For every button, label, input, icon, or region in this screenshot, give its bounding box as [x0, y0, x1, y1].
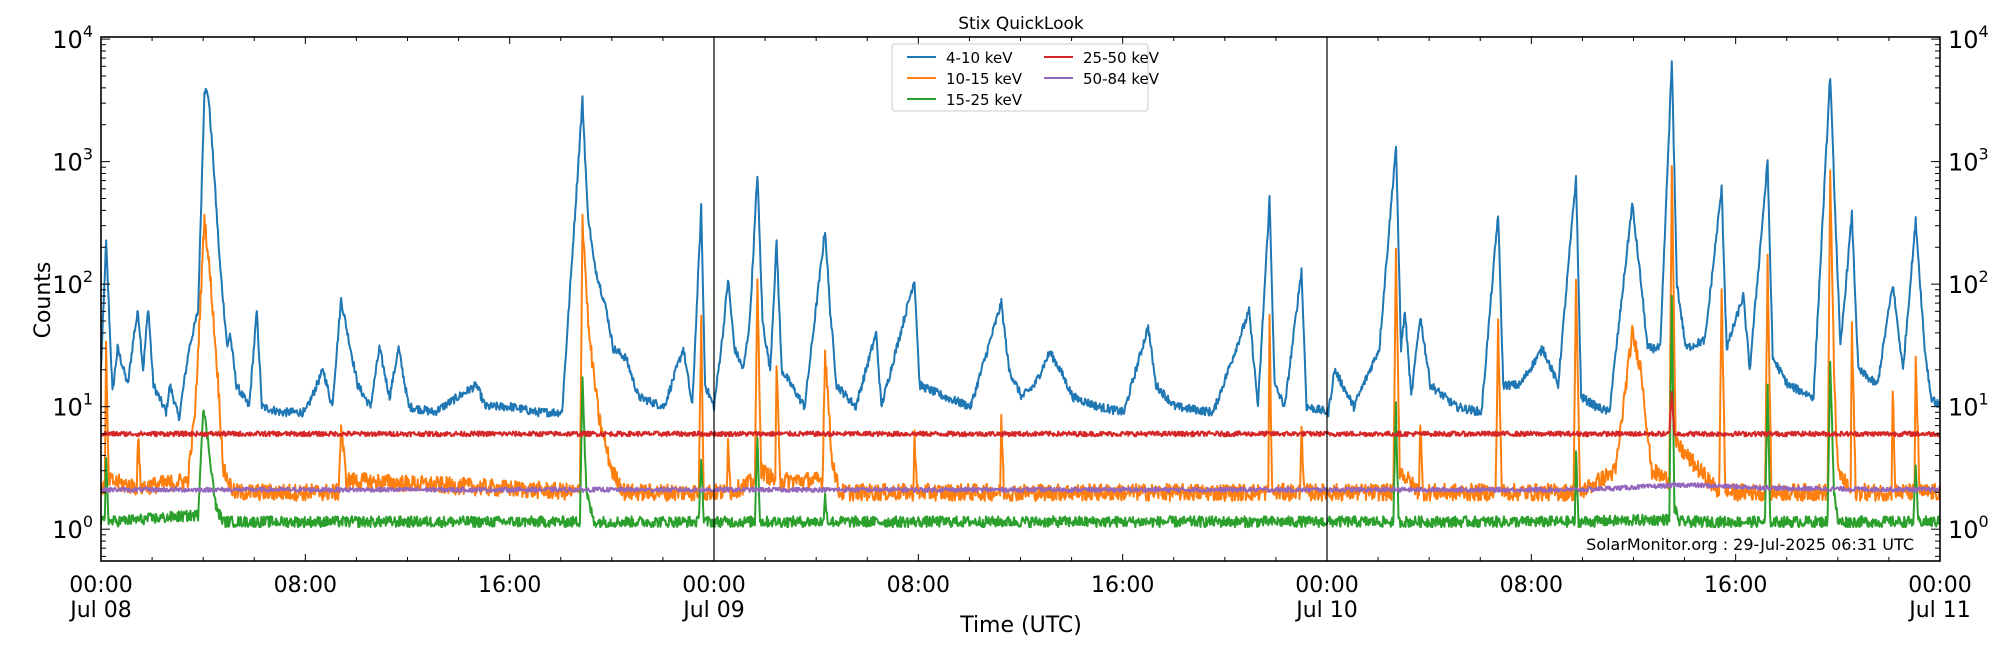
series-line-25-50-keV	[101, 390, 1940, 438]
legend-label: 50-84 keV	[1083, 70, 1160, 88]
y-tick-label: 101	[52, 390, 93, 422]
y-tick-label: 104	[52, 22, 93, 54]
y-tick-label-right: 101	[1948, 390, 1989, 422]
x-tick-label: 08:00	[1500, 573, 1563, 598]
x-tick-date-label: Jul 11	[1907, 598, 1971, 623]
chart-title: Stix QuickLook	[958, 14, 1084, 34]
x-tick-date-label: Jul 09	[681, 598, 745, 623]
x-tick-label: 00:00	[682, 573, 745, 598]
x-tick-date-label: Jul 08	[68, 598, 132, 623]
series-layer	[101, 60, 1940, 529]
legend-item: 50-84 keV	[1044, 70, 1160, 88]
legend-label: 25-50 keV	[1083, 49, 1160, 67]
y-tick-label-right: 104	[1948, 22, 1989, 54]
y-tick-label: 100	[52, 512, 93, 544]
x-tick-label: 00:00	[1295, 573, 1358, 598]
x-tick-label: 16:00	[1091, 573, 1154, 598]
y-tick-label-right: 102	[1948, 267, 1989, 299]
x-tick-label: 08:00	[887, 573, 950, 598]
series-line-50-84-keV	[101, 482, 1940, 493]
x-tick-label: 16:00	[1704, 573, 1767, 598]
series-line-10-15-keV	[101, 165, 1940, 502]
day-boundary-lines	[713, 37, 1328, 561]
legend-box	[891, 43, 1149, 112]
x-tick-label: 16:00	[478, 573, 541, 598]
y-tick-label-right: 100	[1948, 512, 1989, 544]
x-tick-date-label: Jul 10	[1294, 598, 1358, 623]
annotation-text: SolarMonitor.org : 29-Jul-2025 06:31 UTC	[1586, 535, 1914, 554]
legend: 4-10 keV 10-15 keV 15-25 keV 25-50 keV 50-84…	[891, 43, 1160, 112]
legend-item: 15-25 keV	[907, 91, 1023, 109]
y-tick-label: 102	[52, 267, 93, 299]
legend-item: 10-15 keV	[907, 70, 1023, 88]
series-line-15-25-keV	[101, 294, 1940, 529]
x-axis-label: Time (UTC)	[959, 613, 1082, 638]
legend-label: 4-10 keV	[946, 49, 1013, 67]
legend-item: 25-50 keV	[1044, 49, 1160, 67]
series-line-4-10-keV	[101, 60, 1940, 422]
y-tick-label: 103	[52, 145, 93, 177]
legend-label: 15-25 keV	[946, 91, 1023, 109]
x-tick-label: 00:00	[1908, 573, 1971, 598]
x-tick-label: 00:00	[69, 573, 132, 598]
legend-label: 10-15 keV	[946, 70, 1023, 88]
x-tick-label: 08:00	[274, 573, 337, 598]
y-tick-label-right: 103	[1948, 145, 1989, 177]
y-axis-label: Counts	[31, 262, 56, 339]
legend-item: 4-10 keV	[907, 49, 1013, 67]
